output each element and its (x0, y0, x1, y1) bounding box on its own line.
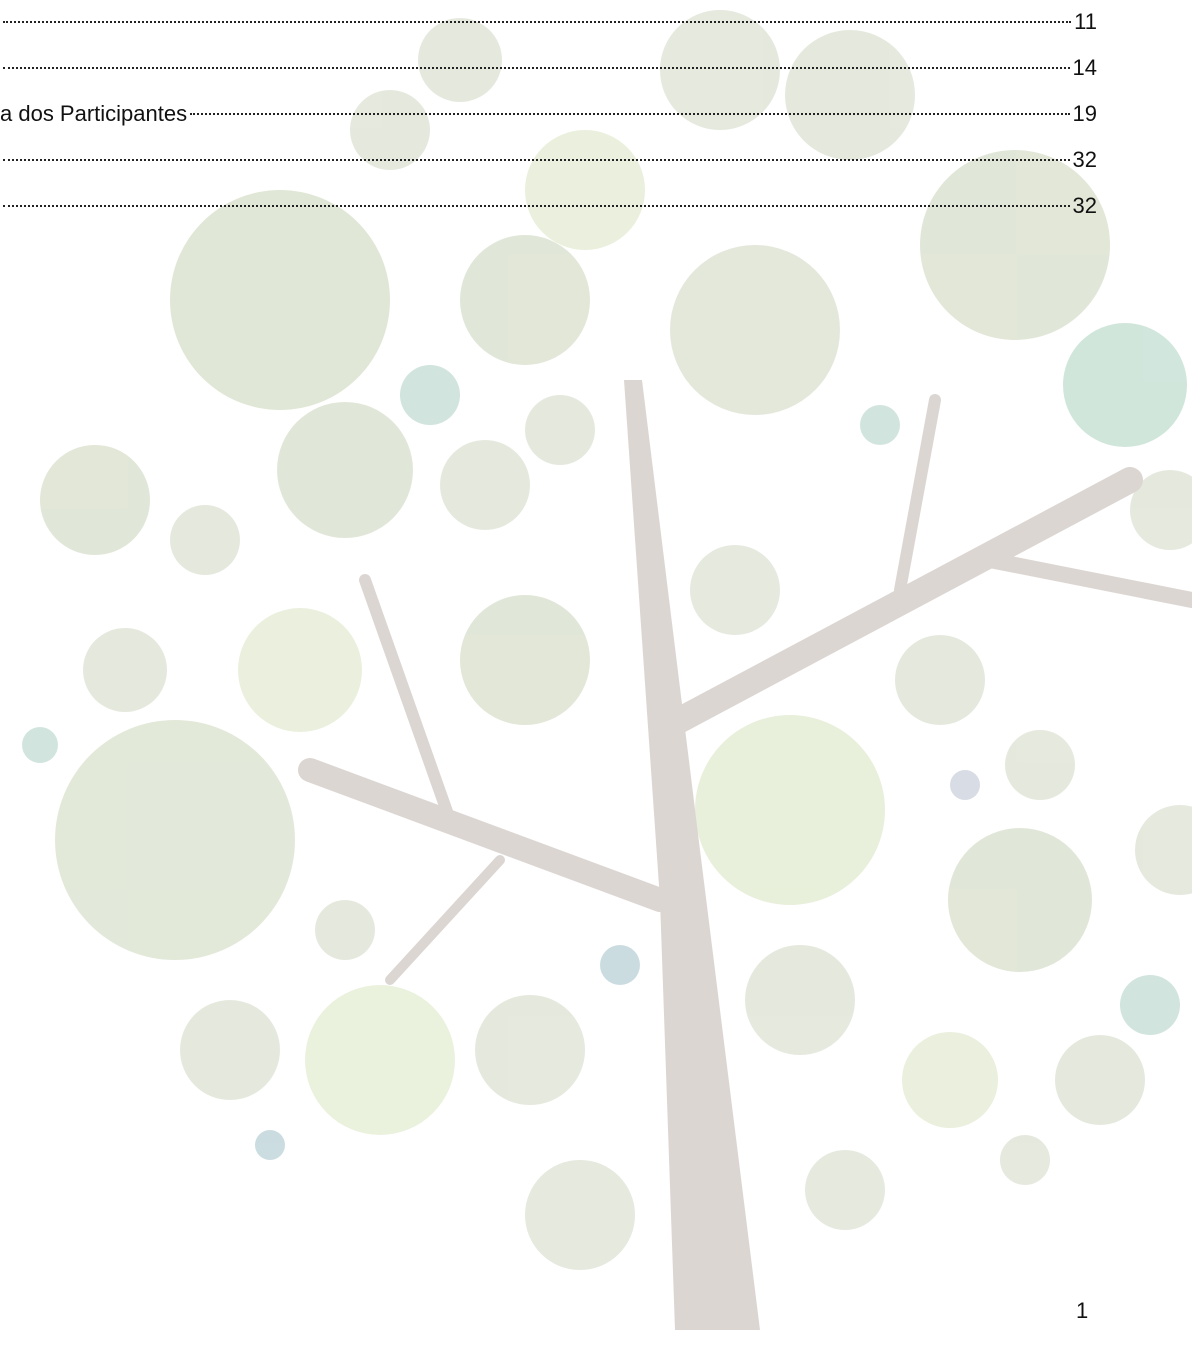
entry-page: 14 (1073, 50, 1097, 86)
entry-page: 32 (1073, 188, 1097, 224)
toc-entry[interactable]: 32 (0, 142, 1097, 188)
entry-page: 19 (1073, 96, 1097, 132)
dot-leader (3, 159, 1070, 161)
toc-entry[interactable]: 14 (0, 50, 1097, 96)
entry-page: 11 (1074, 4, 1097, 40)
dot-leader (3, 67, 1070, 69)
dot-leader (190, 113, 1069, 115)
table-of-contents: 11 14 a dos Participantes 19 32 32 (0, 4, 1097, 234)
entry-title: a dos Participantes (0, 96, 187, 132)
toc-entry[interactable]: 32 (0, 188, 1097, 234)
entry-page: 32 (1073, 142, 1097, 178)
page-number: 1 (1076, 1298, 1088, 1324)
toc-entry[interactable]: a dos Participantes 19 (0, 96, 1097, 142)
dot-leader (3, 205, 1070, 207)
page: 1114a dos Participantes193232 1 (() => {… (0, 0, 1192, 1348)
toc-entry[interactable]: 11 (0, 4, 1097, 50)
dot-leader (3, 21, 1071, 23)
